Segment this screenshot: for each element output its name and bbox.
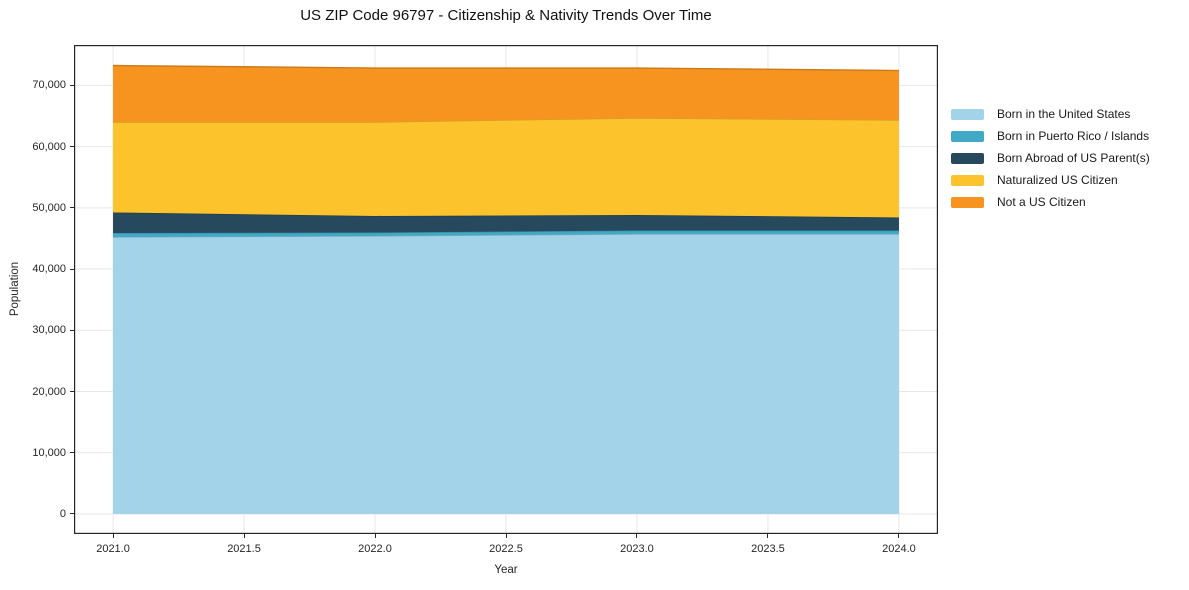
y-tick-mark xyxy=(70,391,74,392)
legend-swatch xyxy=(951,108,984,120)
x-tick-mark xyxy=(636,534,638,538)
x-tick-label: 2023.5 xyxy=(751,543,785,555)
area-series-4 xyxy=(113,65,899,123)
legend-swatch xyxy=(951,152,984,164)
y-tick-mark xyxy=(70,207,74,209)
x-tick-mark xyxy=(374,534,376,538)
legend-label: Born in Puerto Rico / Islands xyxy=(997,129,1150,143)
area-series-1 xyxy=(113,230,899,238)
y-tick-label: 30,000 xyxy=(32,324,66,337)
area-series-2 xyxy=(113,212,899,233)
x-tick-mark xyxy=(112,534,114,538)
y-tick-mark xyxy=(70,84,74,86)
area-series-3 xyxy=(113,117,899,218)
legend-label: Born Abroad of US Parent(s) xyxy=(997,151,1150,165)
legend-swatch xyxy=(951,196,984,208)
y-tick-label: 10,000 xyxy=(32,446,66,459)
legend-swatch xyxy=(951,174,984,186)
legend-item: Born Abroad of US Parent(s) xyxy=(951,147,1150,169)
legend-item: Born in Puerto Rico / Islands xyxy=(951,125,1150,147)
x-tick-mark xyxy=(767,534,769,538)
plot-area xyxy=(74,45,938,534)
y-tick-mark xyxy=(70,146,74,148)
x-tick-label: 2021.0 xyxy=(96,543,130,555)
y-tick-label: 50,000 xyxy=(32,201,66,214)
x-tick-label: 2022.5 xyxy=(489,543,523,555)
area-series-4-edge xyxy=(113,64,899,72)
legend-label: Born in the United States xyxy=(997,107,1131,121)
y-tick-mark xyxy=(70,452,74,454)
y-tick-mark xyxy=(70,268,74,270)
plot-border xyxy=(74,45,938,534)
legend-label: Not a US Citizen xyxy=(997,195,1086,209)
x-tick-label: 2022.0 xyxy=(358,543,392,555)
y-axis-label: Population xyxy=(9,261,21,317)
y-tick-label: 60,000 xyxy=(32,140,66,153)
y-tick-label: 20,000 xyxy=(32,385,66,398)
area-series-0 xyxy=(113,234,899,514)
x-tick-mark xyxy=(505,534,507,538)
x-axis-label: Year xyxy=(494,564,518,576)
legend-item: Born in the United States xyxy=(951,103,1150,125)
x-tick-mark xyxy=(243,534,245,538)
y-tick-mark xyxy=(70,329,74,331)
y-tick-label: 70,000 xyxy=(32,79,66,92)
legend-swatch xyxy=(951,130,984,142)
legend-item: Naturalized US Citizen xyxy=(951,169,1150,191)
y-tick-label: 0 xyxy=(59,507,66,520)
x-tick-label: 2024.0 xyxy=(882,543,916,555)
x-tick-label: 2021.5 xyxy=(227,543,261,555)
x-tick-mark xyxy=(898,534,900,538)
x-tick-label: 2023.0 xyxy=(620,543,654,555)
y-tick-mark xyxy=(70,513,74,515)
legend-item: Not a US Citizen xyxy=(951,191,1150,213)
legend-label: Naturalized US Citizen xyxy=(997,173,1118,187)
legend: Born in the United States Born in Puerto … xyxy=(951,103,1150,213)
chart-title: US ZIP Code 96797 - Citizenship & Nativi… xyxy=(300,7,712,24)
y-tick-label: 40,000 xyxy=(32,263,66,276)
stacked-area-plot xyxy=(74,45,938,534)
